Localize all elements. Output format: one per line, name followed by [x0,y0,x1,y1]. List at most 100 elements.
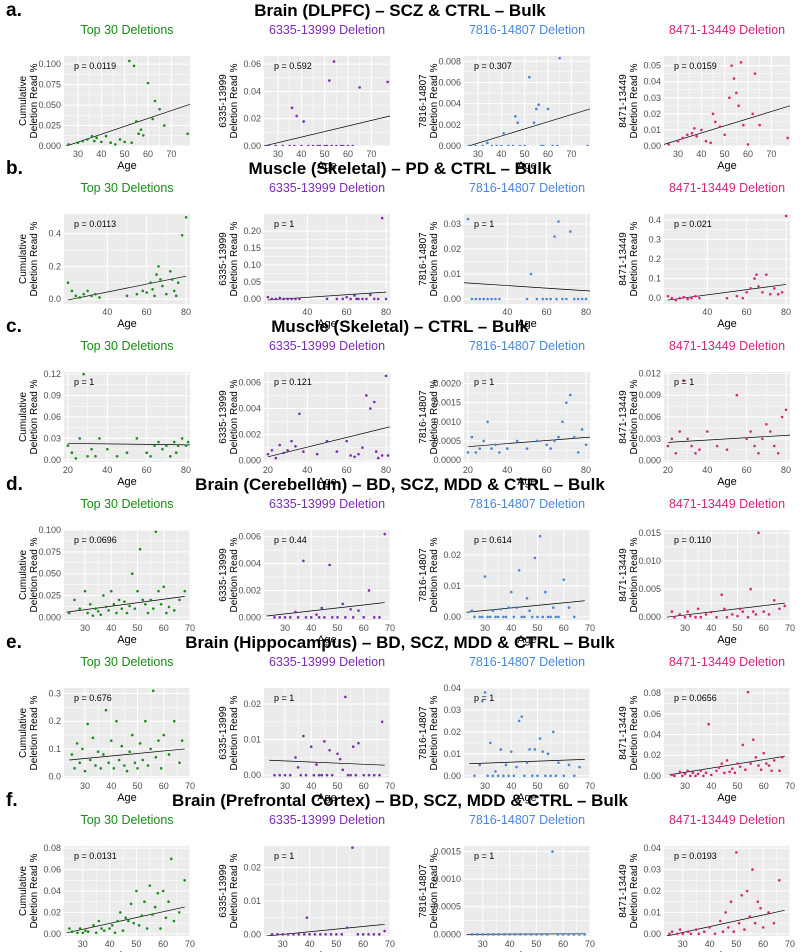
data-point [282,451,285,455]
data-point [759,906,762,910]
data-point [278,443,282,447]
data-point [580,428,584,431]
data-point [784,214,788,218]
data-point [517,719,521,723]
y-axis-label: 7816-14807Deletion Read % [418,853,440,928]
y-tick-label: 0.000 [438,141,461,151]
data-point [541,615,545,619]
data-point [486,615,489,619]
regression-line [667,434,790,443]
data-point [357,297,360,301]
data-point [302,933,306,936]
data-point [502,933,506,936]
data-point [667,143,670,146]
data-point [756,900,760,904]
data-point [678,296,682,300]
data-point [676,932,679,936]
data-point [107,609,110,612]
x-axis-label: Age [717,160,737,172]
data-point [86,722,89,726]
x-axis-label: Age [317,792,337,804]
regression-line [666,602,785,618]
data-point [554,615,558,619]
data-point [74,457,78,460]
data-point [769,292,772,296]
data-point [516,121,519,125]
x-axis-label: Age [117,792,137,804]
x-tick-label: 70 [166,149,176,159]
scatter-panel-d7816: 7816-14807 Deletion 40 60 80 0.00 0.01 0.02 0.0… [418,181,591,330]
data-point [304,616,308,619]
y-tick-label: 0.0 [648,293,661,303]
data-point [525,761,529,764]
data-point [76,141,80,145]
y-tick-label: 0.006 [638,412,661,422]
data-point [541,297,545,301]
x-tick-label: 60 [359,623,369,633]
data-point [542,144,545,146]
data-point [713,932,717,936]
data-point [146,764,150,767]
x-tick-label: 70 [785,939,795,949]
y-axis-label: 7816-14807Deletion Read % [418,63,440,138]
y-tick-label: 0.01 [443,581,461,591]
data-point [545,297,548,301]
x-axis-label: Age [717,792,737,804]
x-tick-label: 60 [343,149,353,159]
data-point [128,750,131,753]
data-point [142,134,145,137]
data-point [86,138,89,141]
data-point [561,933,565,936]
regression-line [669,755,785,776]
data-point [572,435,576,439]
data-point [486,933,490,936]
data-point [83,769,87,773]
data-point [110,923,114,927]
points [67,530,187,617]
data-point [288,616,292,619]
y-axis-label-line: 7816-14807 [418,864,429,918]
data-point [180,437,184,440]
data-point [569,230,572,233]
y-tick-label: 0.00 [443,294,461,304]
y-tick-label: 0.050 [38,569,61,579]
data-point [491,774,495,778]
x-tick-label: 50 [720,149,730,159]
y-tick-label: 0.02 [43,907,61,917]
y-axis-label-line: 7816-14807 [418,390,429,444]
data-point [757,531,760,535]
data-point [296,766,300,769]
y-tick-label: 0.075 [38,547,61,557]
data-point [158,107,161,111]
data-point [94,292,97,296]
data-point [717,766,721,769]
y-tick-label: 0.005 [638,584,661,594]
y-tick-label: 0.004 [238,559,261,569]
data-point [467,144,470,146]
y-tick-label: 0.0020 [433,378,461,388]
data-point [538,737,542,740]
x-tick-label: 50 [732,623,742,633]
data-point [728,96,731,100]
panel-title: 8471-13449 Deletion [669,181,785,195]
data-point [140,914,144,917]
gridlines [664,530,791,620]
data-point [328,563,331,567]
data-point [349,607,352,611]
y-axis-label: 8471-13449Deletion Read % [618,379,640,454]
data-point [478,615,482,619]
data-point [533,556,537,560]
plot-background [664,56,790,146]
data-point [753,72,757,75]
data-point [498,451,501,454]
data-point [496,774,500,778]
data-point [558,56,561,60]
data-point [99,767,103,770]
data-point [66,444,70,447]
data-point [332,60,336,63]
data-point [308,933,311,936]
data-point [383,532,387,536]
data-point [683,772,687,776]
x-tick-label: 70 [185,781,195,791]
y-axis-label-line: Deletion Read % [29,379,40,454]
